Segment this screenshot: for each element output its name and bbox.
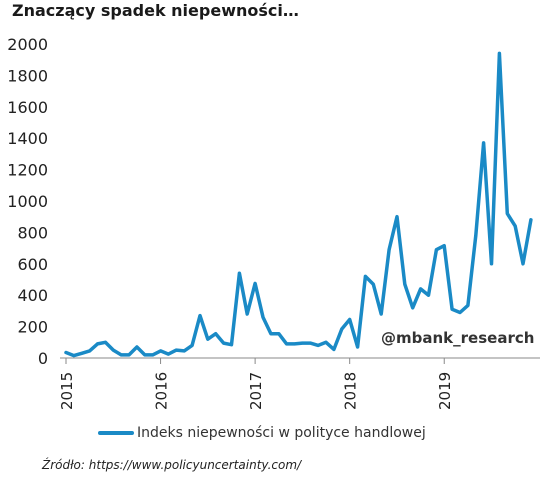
watermark-label: @mbank_research (381, 329, 535, 347)
y-tick-label: 1600 (7, 98, 48, 117)
y-tick-label: 400 (17, 286, 48, 305)
y-axis: 0 200 400 600 800 1000 1200 1400 1600 1800 2000 (7, 35, 48, 368)
line-chart: 0 200 400 600 800 1000 1200 1400 1600 1800 2000 20… (7, 35, 540, 410)
x-tick-label: 2016 (153, 372, 171, 410)
legend: Indeks niepewności w polityce handlowej (98, 425, 426, 441)
legend-label: Indeks niepewności w polityce handlowej (137, 425, 426, 441)
y-tick-label: 200 (17, 318, 48, 337)
chart-title: Znaczący spadek niepewności… (12, 1, 299, 20)
x-tick-label: 2015 (58, 372, 76, 410)
y-tick-label: 0 (38, 349, 48, 368)
x-tick-label: 2019 (436, 372, 454, 410)
source-note: Źródło: https://www.policyuncertainty.co… (42, 458, 302, 472)
y-tick-label: 1000 (7, 192, 48, 211)
series-line (64, 51, 533, 358)
x-axis: 2015 2016 2017 2018 2019 (58, 357, 540, 410)
series-group (64, 51, 533, 358)
legend-swatch (98, 431, 134, 435)
x-tick-label: 2017 (247, 372, 265, 410)
y-tick-label: 800 (17, 223, 48, 242)
y-tick-label: 2000 (7, 35, 48, 54)
y-tick-label: 1200 (7, 161, 48, 180)
x-tick-label: 2018 (342, 372, 360, 410)
y-tick-label: 600 (17, 255, 48, 274)
y-tick-label: 1800 (7, 66, 48, 85)
y-tick-label: 1400 (7, 129, 48, 148)
